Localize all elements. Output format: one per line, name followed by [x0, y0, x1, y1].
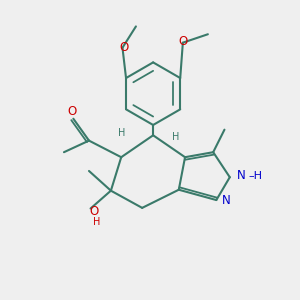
Text: O: O [119, 41, 129, 54]
Text: H: H [172, 131, 179, 142]
Text: H: H [118, 128, 125, 138]
Text: O: O [67, 105, 76, 118]
Text: N: N [237, 169, 245, 182]
Text: –H: –H [249, 171, 262, 181]
Text: N: N [222, 194, 231, 207]
Text: O: O [89, 205, 98, 218]
Text: O: O [178, 34, 188, 48]
Text: H: H [93, 217, 100, 226]
